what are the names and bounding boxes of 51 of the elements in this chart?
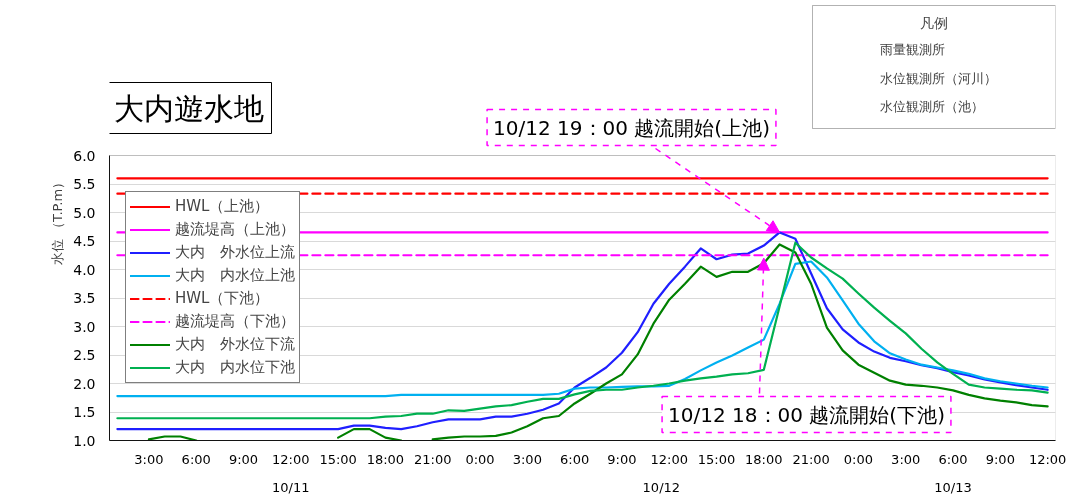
y-tick-label: 3.5 [73,290,96,306]
annotation: 10/12 19：00 越流開始(上池) [493,115,770,140]
line-series [116,260,1049,398]
x-tick-label: 0:00 [465,451,495,467]
y-tick-label: 2.5 [73,347,96,363]
x2-tick-label: 10/11 [272,479,310,495]
text: 水位観測所（池） [879,99,984,114]
legend-label: HWL（下池） [175,288,270,309]
x-tick-label: 15:00 [697,451,736,467]
x-tick-label: 6:00 [560,451,590,467]
y-tick-label: 4.5 [73,233,96,249]
y-tick-label: 1.5 [73,404,96,420]
text: 水位観測所（河川） [879,70,997,86]
y-tick-label: 2.0 [73,375,96,392]
x2-tick-label: 10/12 [642,479,681,495]
x-tick-label: 0:00 [843,451,874,467]
y-tick-label: 5.5 [73,176,96,192]
x-tick-label: 12:00 [272,451,310,467]
legend-label: 大内 外水位下流 [175,334,295,355]
x-tick-label: 12:00 [1028,451,1067,467]
x-tick-label: 12:00 [650,451,688,467]
x-tick-label: 18:00 [745,451,783,467]
text: 雨量観測所 [879,42,945,57]
legend-label: 大内 内水位上池 [175,265,295,286]
x2-tick-label: 10/13 [934,479,972,495]
x-tick-label: 3:00 [134,451,164,467]
x-tick-label: 21:00 [792,451,830,467]
legend-label: 越流堤高（上池） [175,219,295,240]
x-tick-label: 3:00 [891,451,921,467]
x-tick-label: 18:00 [366,451,405,467]
x-tick-label: 6:00 [181,451,211,467]
y-tick-label: 5.0 [73,204,96,221]
x-tick-label: 21:00 [413,451,452,467]
y-tick-label: 4.0 [73,261,96,278]
y-tick-label: 6.0 [73,147,96,164]
legend-label: 大内 内水位下池 [175,357,295,378]
x-tick-label: 6:00 [938,451,968,467]
y-tick-label: 1.0 [73,432,96,449]
annotation: 10/12 18：00 越流開始(下池) [668,402,945,427]
legend-label: 大内 外水位上流 [175,242,295,263]
x-tick-label: 3:00 [512,451,542,467]
chart-title: 大内遊水地 [113,90,264,126]
x-tick-label: 9:00 [607,451,637,467]
x-tick-label: 15:00 [319,451,357,467]
legend-label: HWL（上池） [175,196,270,217]
legend-label: 越流堤高（下池） [175,311,295,332]
y-tick-label: 3.0 [73,318,96,335]
x-tick-label: 9:00 [228,451,259,467]
y-axis-title: 水位 （T.P.m） [50,175,66,266]
text: 凡例 [919,14,948,31]
x-tick-label: 9:00 [985,451,1015,467]
